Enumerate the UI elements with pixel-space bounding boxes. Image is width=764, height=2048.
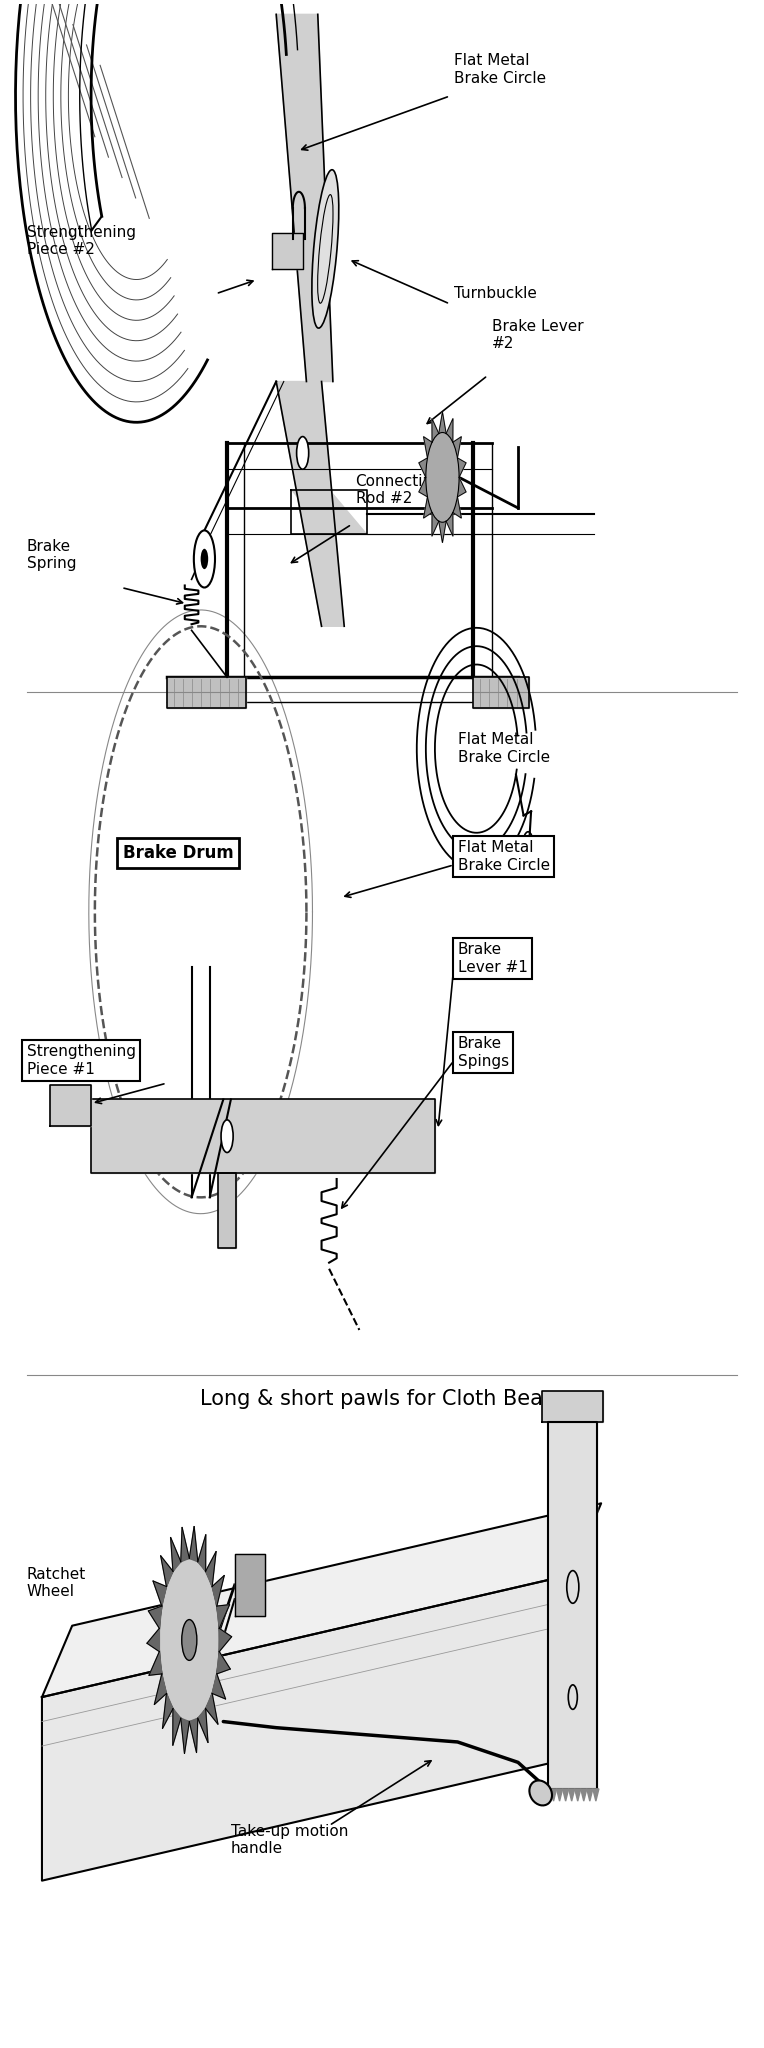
Polygon shape xyxy=(206,1694,218,1724)
Polygon shape xyxy=(173,1708,181,1745)
Polygon shape xyxy=(219,1628,231,1651)
Polygon shape xyxy=(206,1552,216,1587)
Polygon shape xyxy=(163,1694,173,1729)
Polygon shape xyxy=(149,1651,162,1675)
Polygon shape xyxy=(549,1421,597,1788)
Polygon shape xyxy=(154,1673,167,1704)
Polygon shape xyxy=(568,1788,575,1800)
Polygon shape xyxy=(273,233,303,270)
Polygon shape xyxy=(277,381,345,627)
Polygon shape xyxy=(423,436,432,459)
Circle shape xyxy=(194,530,215,588)
Polygon shape xyxy=(153,1581,167,1606)
Polygon shape xyxy=(593,1788,599,1800)
Polygon shape xyxy=(147,1628,160,1651)
Ellipse shape xyxy=(529,1780,552,1806)
Polygon shape xyxy=(212,1673,225,1700)
Text: Flat Metal
Brake Circle: Flat Metal Brake Circle xyxy=(458,733,549,764)
Text: Turnbuckle: Turnbuckle xyxy=(454,287,536,301)
Polygon shape xyxy=(453,498,461,518)
Polygon shape xyxy=(551,1788,556,1800)
Polygon shape xyxy=(50,1085,91,1126)
Text: Brake
Lever #1: Brake Lever #1 xyxy=(458,942,527,975)
Polygon shape xyxy=(542,1391,604,1421)
Polygon shape xyxy=(218,1174,236,1249)
Polygon shape xyxy=(42,1575,571,1880)
Polygon shape xyxy=(235,1554,265,1616)
Polygon shape xyxy=(217,1606,229,1628)
Polygon shape xyxy=(432,512,439,537)
Polygon shape xyxy=(181,1528,189,1563)
Circle shape xyxy=(296,436,309,469)
Polygon shape xyxy=(458,477,466,498)
Text: Connecting
Rod #2: Connecting Rod #2 xyxy=(355,473,442,506)
Polygon shape xyxy=(198,1708,208,1743)
Polygon shape xyxy=(419,477,428,498)
Polygon shape xyxy=(167,678,246,709)
Polygon shape xyxy=(439,412,446,434)
Circle shape xyxy=(159,1559,219,1722)
Polygon shape xyxy=(439,520,446,543)
Text: Flat Metal
Brake Circle: Flat Metal Brake Circle xyxy=(454,53,546,86)
Text: Strengthening
Piece #2: Strengthening Piece #2 xyxy=(27,225,136,258)
Circle shape xyxy=(201,549,209,569)
Polygon shape xyxy=(419,459,428,477)
Polygon shape xyxy=(91,1100,435,1174)
Text: Brake
Spring: Brake Spring xyxy=(27,539,76,571)
Text: Brake Lever
#2: Brake Lever #2 xyxy=(491,319,583,350)
Polygon shape xyxy=(198,1534,206,1571)
Polygon shape xyxy=(581,1788,587,1800)
Polygon shape xyxy=(42,1503,601,1698)
Circle shape xyxy=(221,1120,233,1153)
Polygon shape xyxy=(181,1718,189,1753)
Polygon shape xyxy=(562,1788,568,1800)
Polygon shape xyxy=(170,1538,181,1571)
Polygon shape xyxy=(432,418,439,442)
Text: Brake Drum: Brake Drum xyxy=(122,844,233,862)
Polygon shape xyxy=(423,498,432,518)
Polygon shape xyxy=(446,418,453,442)
Polygon shape xyxy=(160,1556,173,1587)
Ellipse shape xyxy=(312,170,338,328)
Polygon shape xyxy=(189,1526,198,1563)
Polygon shape xyxy=(189,1718,198,1753)
Text: Long & short pawls for Cloth Beam: Long & short pawls for Cloth Beam xyxy=(200,1389,564,1409)
Polygon shape xyxy=(217,1651,230,1673)
Polygon shape xyxy=(458,459,466,477)
Text: Strengthening
Piece #1: Strengthening Piece #1 xyxy=(27,1044,136,1077)
Polygon shape xyxy=(575,1788,581,1800)
Polygon shape xyxy=(453,436,461,459)
Polygon shape xyxy=(291,489,367,535)
Text: Take-up motion
handle: Take-up motion handle xyxy=(231,1823,348,1855)
Circle shape xyxy=(426,432,459,522)
Text: Brake
Spings: Brake Spings xyxy=(458,1036,509,1069)
Polygon shape xyxy=(556,1788,562,1800)
Text: Ratchet
Wheel: Ratchet Wheel xyxy=(27,1567,86,1599)
Polygon shape xyxy=(446,512,453,537)
Polygon shape xyxy=(212,1575,225,1606)
Circle shape xyxy=(182,1620,197,1661)
Polygon shape xyxy=(277,14,333,381)
Polygon shape xyxy=(587,1788,593,1800)
Polygon shape xyxy=(473,678,529,709)
Polygon shape xyxy=(148,1606,162,1628)
Text: Flat Metal
Brake Circle: Flat Metal Brake Circle xyxy=(458,840,549,872)
